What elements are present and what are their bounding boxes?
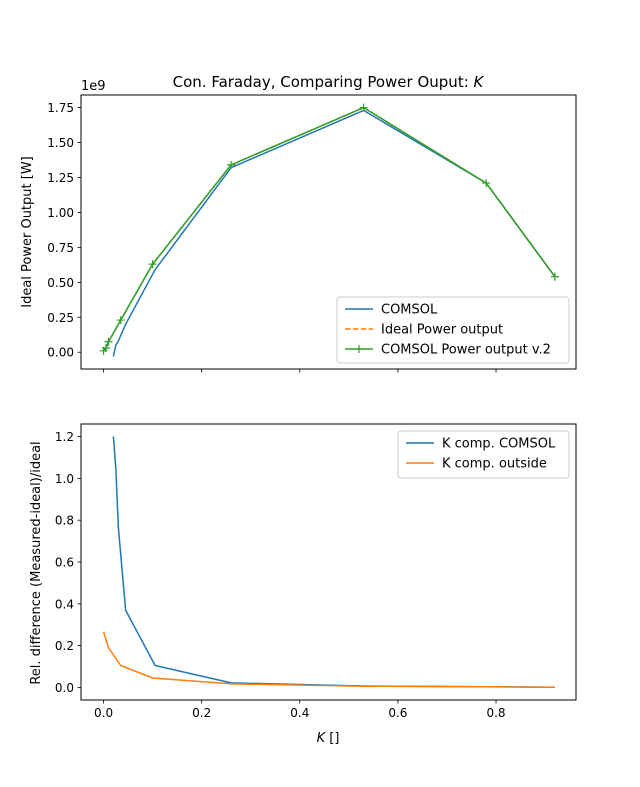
y-offset-label: 1e9 bbox=[81, 79, 106, 94]
subplot-power-output: 0.00 0.25 0.50 0.75 1.00 1.25 1.50 1.75 1e9 Con… bbox=[20, 73, 577, 373]
legend-top: COMSOL Ideal Power output COMSOL Power out… bbox=[336, 296, 570, 364]
y-tick-label: 0.00 bbox=[47, 346, 74, 360]
data-point-marker bbox=[359, 103, 368, 112]
y-axis-label-top: Ideal Power Output [W] bbox=[20, 156, 35, 308]
legend-label: COMSOL bbox=[381, 303, 438, 318]
series-line-1 bbox=[112, 109, 556, 357]
y-tick-label: 1.0 bbox=[55, 472, 74, 486]
data-point-marker bbox=[227, 160, 236, 169]
y-tick-label: 0.6 bbox=[55, 556, 74, 570]
ticks-bottom: 0.0 0.2 0.4 0.6 0.8 0.0 0.2 0.4 0.6 0.8 1.0 1.2 bbox=[55, 430, 506, 720]
y-tick-label: 1.75 bbox=[47, 101, 74, 115]
y-axis-label-bottom: Rel. difference (Measured-ideal)/ideal bbox=[29, 441, 44, 684]
data-point-marker bbox=[482, 179, 491, 188]
legend-marker bbox=[355, 345, 363, 353]
data-point-marker bbox=[148, 260, 157, 269]
x-axis-label: K [] bbox=[317, 731, 340, 746]
y-tick-label: 1.00 bbox=[47, 206, 74, 220]
data-point-marker bbox=[550, 272, 559, 281]
ticks-top: 0.00 0.25 0.50 0.75 1.00 1.25 1.50 1.75 bbox=[47, 101, 497, 373]
x-tick-label: 0.8 bbox=[486, 706, 505, 720]
y-tick-label: 0.75 bbox=[47, 241, 74, 255]
legend-label: K comp. outside bbox=[442, 457, 547, 472]
data-point-marker bbox=[116, 316, 125, 325]
y-tick-label: 0.2 bbox=[55, 639, 74, 653]
legend-box bbox=[397, 430, 570, 479]
y-tick-label: 0.0 bbox=[55, 681, 74, 695]
x-tick-label: 0.2 bbox=[192, 706, 211, 720]
subplot-rel-difference: 0.0 0.2 0.4 0.6 0.8 0.0 0.2 0.4 0.6 0.8 1.0 1.2 Rel… bbox=[29, 423, 577, 746]
x-tick-label: 0.4 bbox=[290, 706, 309, 720]
y-tick-label: 1.25 bbox=[47, 171, 74, 185]
legend-label: COMSOL Power output v.2 bbox=[381, 343, 551, 358]
y-tick-label: 0.50 bbox=[47, 276, 74, 290]
legend-box bbox=[336, 296, 570, 364]
legend-bottom: K comp. COMSOL K comp. outside bbox=[397, 430, 570, 479]
axes-frame-top bbox=[80, 94, 577, 370]
plot-area-top bbox=[99, 103, 559, 357]
y-tick-label: 1.2 bbox=[55, 430, 74, 444]
legend-label: Ideal Power output bbox=[381, 323, 503, 338]
plot-area-bottom bbox=[102, 436, 555, 688]
chart-title: Con. Faraday, Comparing Power Ouput: K bbox=[173, 73, 485, 91]
x-tick-label: 0.6 bbox=[388, 706, 407, 720]
legend-label: K comp. COMSOL bbox=[442, 437, 556, 452]
x-tick-label: 0.0 bbox=[94, 706, 113, 720]
data-point-marker bbox=[102, 344, 111, 353]
data-point-marker bbox=[104, 337, 113, 346]
y-tick-label: 0.8 bbox=[55, 514, 74, 528]
y-tick-label: 0.4 bbox=[55, 597, 74, 611]
series-line-2 bbox=[102, 631, 555, 688]
y-tick-label: 0.25 bbox=[47, 311, 74, 325]
y-tick-label: 1.50 bbox=[47, 136, 74, 150]
